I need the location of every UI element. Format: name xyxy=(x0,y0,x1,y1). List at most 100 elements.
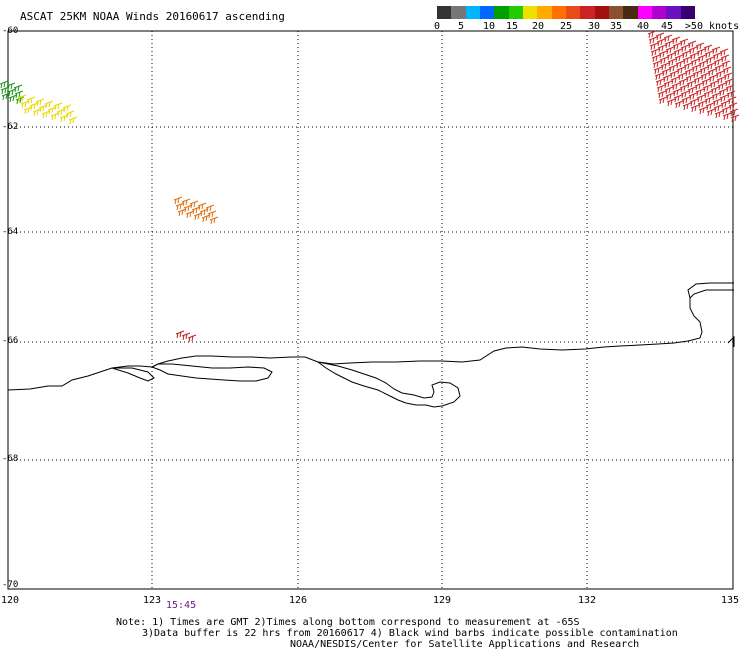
legend-swatch xyxy=(508,6,523,19)
wind-barb xyxy=(721,106,731,115)
wind-barb xyxy=(56,108,66,117)
wind-barb xyxy=(721,60,731,69)
wind-barb xyxy=(720,54,730,63)
legend-label: 35 xyxy=(609,21,623,32)
wind-barb xyxy=(703,90,713,99)
wind-barb xyxy=(698,106,708,115)
wind-barb xyxy=(7,88,17,97)
wind-barb xyxy=(648,36,658,45)
wind-barb xyxy=(679,84,689,93)
wind-barb xyxy=(726,90,736,99)
legend-label: 10 xyxy=(482,21,496,32)
wind-barb xyxy=(673,48,683,57)
wind-barb xyxy=(723,72,733,81)
wind-barb xyxy=(706,108,716,117)
legend-label: 20 xyxy=(531,21,545,32)
wind-barb xyxy=(62,104,72,113)
wind-barb xyxy=(676,66,686,75)
wind-barb xyxy=(13,84,23,93)
pass-time-label: 15:45 xyxy=(166,600,197,611)
wind-barb xyxy=(672,88,682,97)
wind-barb xyxy=(680,44,690,53)
wind-barbs-layer xyxy=(0,30,740,343)
wind-barb xyxy=(661,68,671,77)
legend-label: >50 knots xyxy=(684,21,740,32)
lat-label: -68 xyxy=(2,454,19,464)
legend-swatch xyxy=(479,6,495,19)
wind-barb xyxy=(717,82,727,91)
wind-barb xyxy=(53,102,63,111)
wind-barb xyxy=(201,214,211,223)
wind-barb xyxy=(658,50,668,59)
wind-barb xyxy=(47,106,57,115)
wind-barb xyxy=(29,102,39,111)
wind-barb xyxy=(706,62,716,71)
wind-barb xyxy=(655,78,665,87)
wind-barb xyxy=(659,56,669,65)
wind-barb xyxy=(657,44,667,53)
legend-swatch xyxy=(465,6,480,19)
legend-swatch xyxy=(608,6,624,19)
lat-label: -62 xyxy=(2,122,19,132)
wind-barb xyxy=(724,78,734,87)
legend-swatch xyxy=(666,6,681,19)
wind-barb xyxy=(675,60,685,69)
wind-barb xyxy=(727,96,737,105)
footnote-line-1: Note: 1) Times are GMT 2)Times along bot… xyxy=(116,617,580,628)
legend-swatch xyxy=(494,6,509,19)
wind-barb xyxy=(68,116,78,125)
wind-barb xyxy=(680,90,690,99)
legend-swatch xyxy=(537,6,552,19)
legend-label: 5 xyxy=(457,21,465,32)
wind-barb xyxy=(664,40,674,49)
wind-barb xyxy=(173,196,183,205)
wind-barb xyxy=(713,104,723,113)
lat-label: -60 xyxy=(2,26,19,36)
wind-barb xyxy=(189,200,199,209)
wind-barb xyxy=(704,50,714,59)
legend-swatch xyxy=(651,6,667,19)
wind-barb xyxy=(656,38,666,47)
wind-barb xyxy=(698,60,708,69)
wind-barb xyxy=(712,98,722,107)
wind-barb xyxy=(683,62,693,71)
wind-barb xyxy=(725,84,735,93)
wind-barb xyxy=(692,70,702,79)
wind-barb xyxy=(715,70,725,79)
lon-label: 123 xyxy=(142,595,162,606)
wind-barb xyxy=(699,66,709,75)
wind-barb xyxy=(684,68,694,77)
wind-barb xyxy=(671,36,681,45)
graticule xyxy=(8,31,733,589)
lat-label: -66 xyxy=(2,336,19,346)
wind-barb xyxy=(662,74,672,83)
wind-barb xyxy=(688,92,698,101)
wind-barb xyxy=(686,80,696,89)
wind-barb xyxy=(32,108,42,117)
legend-swatch xyxy=(565,6,581,19)
wind-barb xyxy=(722,112,732,121)
legend-swatch xyxy=(680,6,695,19)
wind-barb xyxy=(17,94,27,103)
wind-barb xyxy=(671,82,681,91)
wind-barb xyxy=(191,206,201,215)
wind-barb xyxy=(183,204,193,213)
legend-label: 25 xyxy=(559,21,573,32)
wind-barb xyxy=(175,330,185,339)
wind-barb xyxy=(694,82,704,91)
wind-barb xyxy=(652,60,662,69)
wind-barb xyxy=(666,98,676,107)
wind-barb xyxy=(672,42,682,51)
wind-barb xyxy=(678,78,688,87)
lon-label: 120 xyxy=(0,595,20,606)
wind-barb xyxy=(667,58,677,67)
wind-barb xyxy=(679,38,689,47)
wind-barb xyxy=(681,96,691,105)
legend-swatch xyxy=(594,6,609,19)
wind-barb xyxy=(689,52,699,61)
wind-barb xyxy=(177,208,187,217)
wind-barb xyxy=(0,80,9,89)
wind-barb xyxy=(702,84,712,93)
wind-barb xyxy=(1,92,11,101)
